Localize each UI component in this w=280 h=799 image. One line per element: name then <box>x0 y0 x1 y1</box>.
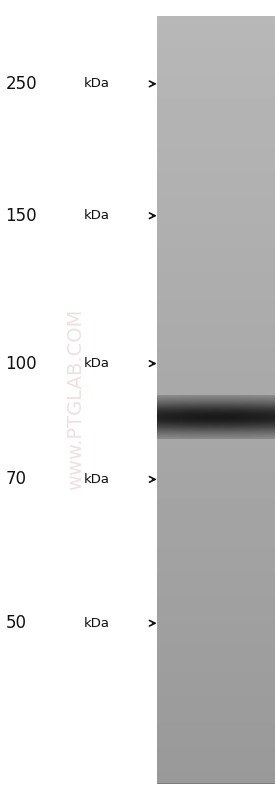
Text: kDa: kDa <box>84 473 110 486</box>
Text: 250: 250 <box>6 75 37 93</box>
Text: 50: 50 <box>6 614 27 632</box>
Text: kDa: kDa <box>84 209 110 222</box>
Text: 100: 100 <box>6 355 37 372</box>
Text: kDa: kDa <box>84 78 110 90</box>
Text: www.PTGLAB.COM: www.PTGLAB.COM <box>66 308 85 491</box>
Text: kDa: kDa <box>84 617 110 630</box>
FancyBboxPatch shape <box>157 16 274 783</box>
Text: kDa: kDa <box>84 357 110 370</box>
Text: 150: 150 <box>6 207 37 225</box>
Text: 70: 70 <box>6 471 27 488</box>
